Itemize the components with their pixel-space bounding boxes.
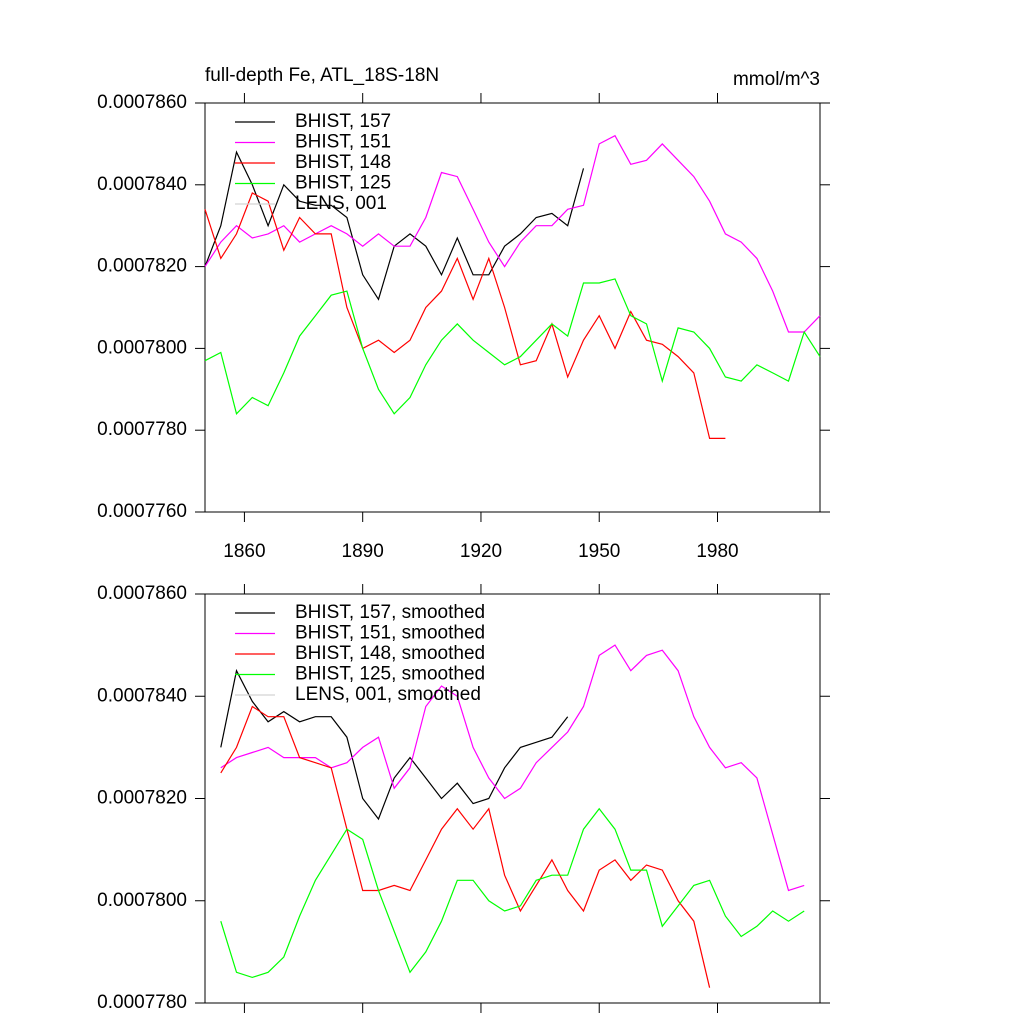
y-tick-label: 0.0007860 bbox=[97, 583, 187, 604]
y-tick-label: 0.0007800 bbox=[97, 337, 187, 358]
y-tick-label: 0.0007840 bbox=[97, 174, 187, 195]
legend-label: BHIST, 148 bbox=[295, 152, 391, 173]
x-tick-label: 1890 bbox=[342, 541, 384, 562]
legend-label: LENS, 001 bbox=[295, 193, 387, 214]
legend-label: BHIST, 151, smoothed bbox=[295, 623, 485, 644]
x-tick-label: 1920 bbox=[460, 541, 502, 562]
legend-label: BHIST, 148, smoothed bbox=[295, 643, 485, 664]
y-tick-label: 0.0007760 bbox=[97, 501, 187, 522]
plot-frame bbox=[204, 102, 821, 513]
y-tick-label: 0.0007800 bbox=[97, 890, 187, 911]
chart-title: full-depth Fe, ATL_18S-18N bbox=[205, 65, 439, 86]
units-label: mmol/m^3 bbox=[733, 69, 820, 90]
data-line bbox=[204, 134, 821, 333]
x-tick-label: 1980 bbox=[696, 541, 738, 562]
x-tick-label: 1860 bbox=[223, 541, 265, 562]
data-line bbox=[220, 644, 805, 892]
legend-label: BHIST, 157 bbox=[295, 111, 391, 132]
data-line bbox=[204, 278, 821, 415]
x-tick-label: 1950 bbox=[578, 541, 620, 562]
y-tick-label: 0.0007820 bbox=[97, 788, 187, 809]
legend-label: BHIST, 125, smoothed bbox=[295, 664, 485, 685]
legend-label: BHIST, 157, smoothed bbox=[295, 602, 485, 623]
data-line bbox=[220, 668, 569, 821]
y-tick-label: 0.0007780 bbox=[97, 992, 187, 1013]
y-tick-label: 0.0007840 bbox=[97, 685, 187, 706]
data-line bbox=[204, 150, 585, 301]
legend-label: LENS, 001, smoothed bbox=[295, 684, 481, 705]
y-tick-label: 0.0007820 bbox=[97, 256, 187, 277]
data-line bbox=[204, 192, 726, 439]
legend-label: BHIST, 125 bbox=[295, 173, 391, 194]
y-tick-label: 0.0007860 bbox=[97, 92, 187, 113]
data-line bbox=[220, 807, 805, 979]
data-line bbox=[220, 705, 711, 988]
legend-label: BHIST, 151 bbox=[295, 132, 391, 153]
y-tick-label: 0.0007780 bbox=[97, 419, 187, 440]
